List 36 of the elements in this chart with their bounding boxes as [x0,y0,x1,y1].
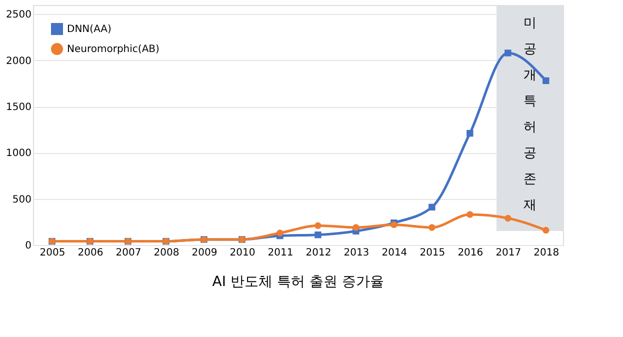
x-tick-label: 2017 [496,248,522,258]
y-tick-label: 1500 [6,102,32,114]
x-tick-label: 2014 [382,248,408,258]
point [542,77,550,84]
x-tick-label: 2007 [116,248,142,258]
point [428,224,436,231]
x-tick-label: 2018 [534,248,560,258]
x-tick-label: 2005 [40,248,66,258]
x-tick-label: 2013 [344,248,370,258]
point [504,50,512,56]
point [504,214,512,222]
legend-label: DNN(AA) [67,24,112,35]
x-tick-label: 2006 [78,248,104,258]
x-tick-label: 2008 [154,248,180,258]
point [466,211,474,218]
point [466,130,474,137]
x-tick-label: 2009 [192,248,218,258]
point [314,222,322,229]
point [428,204,436,211]
x-tick-label: 2015 [420,248,446,258]
y-tick-label: 500 [12,194,32,206]
x-tick-label: 2010 [230,248,256,258]
x-tick-label: 2011 [268,248,294,258]
point [542,226,550,234]
point [314,231,322,238]
y-tick-label: 1000 [6,148,32,160]
band-label: 미공개특허공존재 [523,16,536,213]
x-tick-label: 2012 [306,248,332,258]
text: AI 반도체 특허 출원 증가율 [212,274,384,290]
x-tick-label: 2016 [458,248,484,258]
y-tick-label: 2500 [6,10,32,21]
y-tick-label: 0 [25,240,32,252]
legend-label: Neuromorphic(AB) [67,44,160,55]
point [276,230,284,236]
y-tick-label: 2000 [6,56,32,67]
point [352,224,360,231]
